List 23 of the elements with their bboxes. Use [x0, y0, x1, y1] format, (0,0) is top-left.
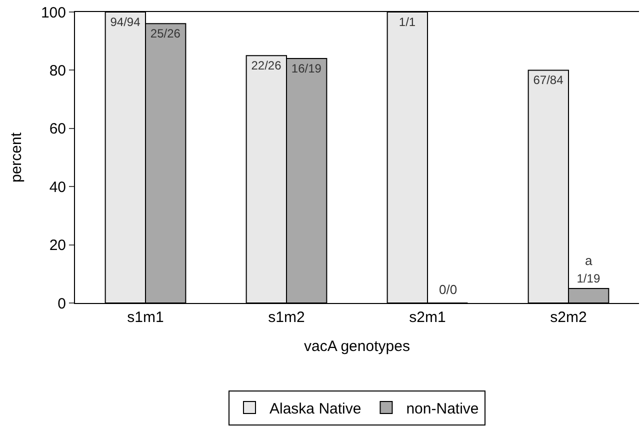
data-label: 16/19 — [291, 62, 322, 76]
data-label: 67/84 — [533, 73, 564, 88]
y-axis-title: percent — [8, 132, 26, 183]
x-tick-label: s2m1 — [409, 309, 446, 326]
y-tick-label: 20 — [49, 237, 66, 254]
y-tick-label: 40 — [49, 178, 66, 196]
legend-label: non-Native — [406, 400, 479, 418]
y-tick-label: 0 — [58, 295, 66, 312]
y-tick-label: 80 — [49, 62, 66, 80]
annotation: 0/0 — [439, 282, 458, 297]
annotation: a — [585, 253, 593, 268]
x-axis-title: vacA genotypes — [304, 338, 410, 355]
data-label: 94/94 — [110, 15, 141, 29]
y-tick-label: 60 — [49, 120, 66, 138]
legend-label: Alaska Native — [270, 400, 362, 418]
data-label: 1/19 — [576, 271, 600, 286]
data-label: 1/1 — [398, 15, 416, 29]
data-label: 25/26 — [150, 26, 181, 41]
x-tick-label: s2m2 — [550, 309, 587, 326]
y-tick-label: 100 — [40, 4, 66, 22]
x-tick-label: s1m1 — [127, 309, 164, 326]
x-tick-label: s1m2 — [268, 309, 305, 326]
data-label: 22/26 — [251, 58, 282, 73]
